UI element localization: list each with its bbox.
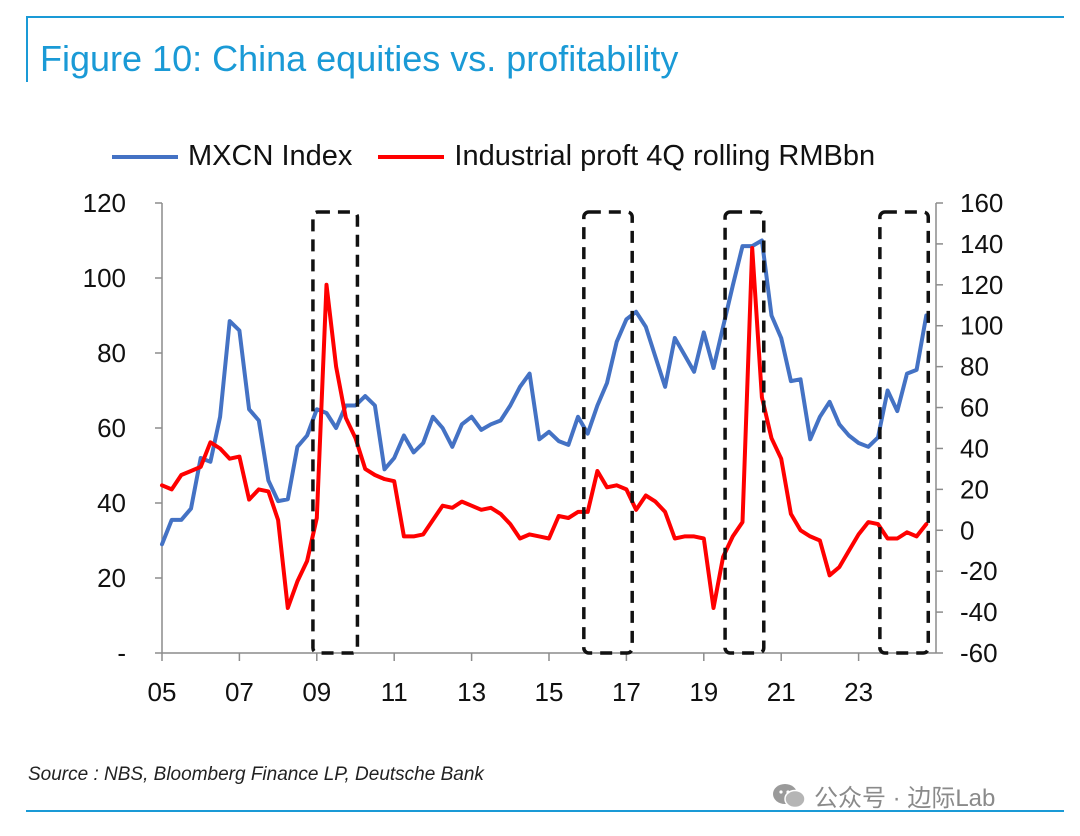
- legend-label-mxcn: MXCN Index: [188, 140, 353, 172]
- figure-title: Figure 10: China equities vs. profitabil…: [40, 38, 679, 79]
- source-note: Source : NBS, Bloomberg Finance LP, Deut…: [28, 764, 484, 785]
- legend-swatch-industrial-profit: [378, 154, 445, 159]
- x-tick-label: 09: [302, 677, 331, 707]
- x-tick-label: 11: [381, 677, 408, 707]
- left-y-tick-label: -: [117, 638, 126, 668]
- right-y-tick-label: 60: [960, 393, 989, 423]
- legend-swatch-mxcn: [112, 154, 178, 159]
- title-accent-rule: [26, 16, 28, 82]
- left-y-tick-label: 80: [97, 338, 126, 368]
- dual-axis-line-chart: -20406080100120-60-40-200204060801001201…: [83, 188, 1004, 707]
- right-y-tick-label: 140: [960, 229, 1003, 259]
- right-y-tick-label: 0: [960, 515, 974, 545]
- highlight-box-3: [723, 210, 766, 655]
- watermark-text: 公众号 · 边际Lab: [814, 785, 996, 812]
- x-tick-label: 13: [457, 677, 486, 707]
- right-y-tick-label: 120: [960, 270, 1003, 300]
- x-tick-label: 19: [689, 677, 718, 707]
- right-y-tick-label: -40: [960, 597, 998, 627]
- x-tick-label: 23: [844, 677, 873, 707]
- legend-item-industrial-profit: Industrial proft 4Q rolling RMBbn: [378, 140, 875, 173]
- wechat-icon: [773, 783, 806, 808]
- x-tick-label: 15: [535, 677, 564, 707]
- x-tick-label: 17: [612, 677, 641, 707]
- x-tick-label: 05: [148, 677, 177, 707]
- left-y-tick-label: 120: [83, 188, 126, 218]
- highlight-box-2: [582, 210, 634, 655]
- right-y-tick-label: 80: [960, 352, 989, 382]
- series-line-mxcn: [160, 238, 929, 547]
- right-y-tick-label: 100: [960, 311, 1003, 341]
- series-line-industrial-profit: [160, 246, 929, 610]
- right-y-tick-label: -20: [960, 556, 998, 586]
- right-y-tick-label: -60: [960, 638, 998, 668]
- right-y-tick-label: 160: [960, 188, 1003, 218]
- left-y-tick-label: 20: [97, 563, 126, 593]
- bottom-rule: [26, 810, 1064, 812]
- left-y-tick-label: 100: [83, 263, 126, 293]
- chart-legend: MXCN Index Industrial proft 4Q rolling R…: [112, 140, 901, 173]
- x-tick-label: 07: [225, 677, 254, 707]
- watermark: 公众号 · 边际Lab: [772, 778, 995, 813]
- right-y-tick-label: 20: [960, 474, 989, 504]
- right-y-tick-label: 40: [960, 433, 989, 463]
- x-tick-label: 21: [767, 677, 796, 707]
- legend-label-industrial-profit: Industrial proft 4Q rolling RMBbn: [454, 140, 876, 172]
- left-y-tick-label: 60: [97, 413, 126, 443]
- left-y-tick-label: 40: [97, 488, 126, 518]
- legend-item-mxcn: MXCN Index: [112, 140, 352, 173]
- highlight-box-4: [878, 210, 931, 655]
- top-rule: [26, 16, 1064, 18]
